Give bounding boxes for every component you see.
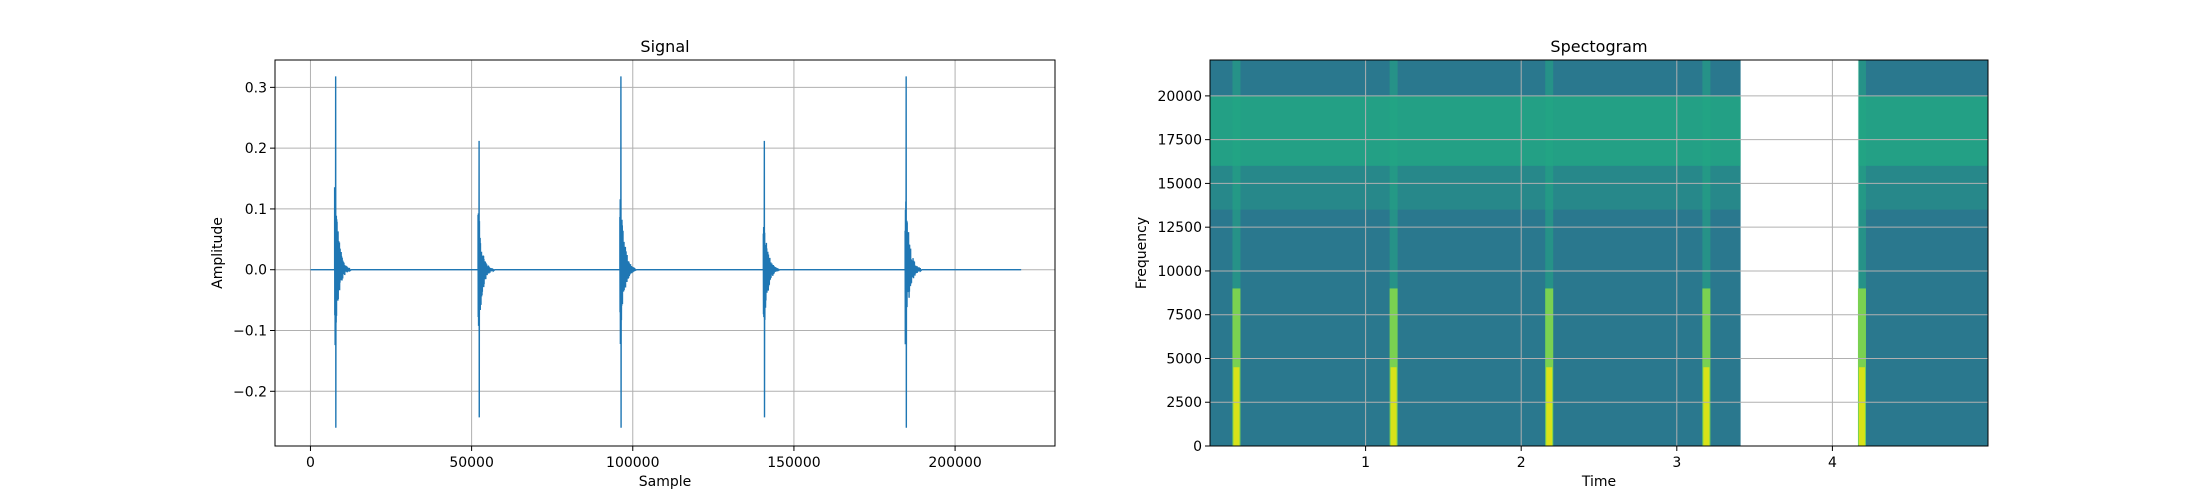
signal-x-label: Sample [639,474,692,490]
spectogram-y-ticks: 0 2500 5000 7500 10000 12500 15000 17500 20000 [1157,89,1210,455]
spectogram-upper-band [1210,95,1741,166]
spectogram-onset-column [1702,60,1711,446]
spectogram-y-tick-label: 0 [1193,439,1202,455]
signal-plot-frame [274,59,1056,447]
spectogram-x-tick-label: 2 [1517,455,1526,471]
signal-y-tick-label: 0.1 [245,202,267,218]
spectogram-axes: Spectogram 1 2 3 4 0 2500 5000 7500 10000 12500 1… [1134,37,1989,490]
spectogram-onset-column [1389,60,1398,446]
spectogram-x-tick-label: 1 [1361,455,1370,471]
spectogram-y-tick-label: 12500 [1157,220,1202,236]
spectogram-x-ticks: 1 2 3 4 [1361,446,1837,471]
spectogram-image [1210,60,1988,446]
spectogram-onset-peak [1233,367,1240,446]
spectogram-onset-column [1232,60,1241,446]
signal-axes: Signal 0 50000 100000 150000 200000 −0.2 −0.1… [210,37,1056,490]
spectogram-y-tick-label: 15000 [1157,176,1202,192]
signal-x-tick-label: 200000 [928,455,981,471]
spectogram-onset-peak [1703,367,1710,446]
spectogram-y-tick-label: 2500 [1166,395,1202,411]
spectogram-y-label: Frequency [1134,217,1150,289]
spectogram-upper-band [1858,95,1988,166]
spectogram-y-tick-label: 20000 [1157,89,1202,105]
spectogram-y-tick-label: 5000 [1166,351,1202,367]
signal-x-tick-label: 150000 [767,455,820,471]
spectogram-x-label: Time [1581,474,1616,490]
spectogram-title: Spectogram [1550,37,1647,56]
signal-y-tick-label: −0.1 [233,324,267,340]
spectogram-plot-frame [1209,59,1989,447]
signal-y-tick-label: −0.2 [233,384,267,400]
spectogram-onset-column [1545,60,1554,446]
spectogram-y-tick-label: 17500 [1157,133,1202,149]
signal-x-tick-label: 100000 [606,455,659,471]
spectogram-onset-column [1857,60,1866,446]
spectogram-mid-band [1210,165,1741,210]
signal-y-label: Amplitude [210,217,226,289]
signal-series-line [310,76,1022,428]
signal-x-tick-label: 50000 [449,455,494,471]
signal-y-tick-label: 0.2 [245,141,267,157]
signal-y-ticks: −0.2 −0.1 0.0 0.1 0.2 0.3 [233,80,275,400]
spectogram-grid [1210,60,1988,447]
spectogram-y-tick-label: 10000 [1157,264,1202,280]
spectogram-x-tick-label: 3 [1672,455,1681,471]
spectogram-mid-band [1858,165,1988,210]
signal-x-tick-label: 0 [306,455,315,471]
signal-y-tick-label: 0.3 [245,80,267,96]
signal-x-ticks: 0 50000 100000 150000 200000 [306,446,982,471]
signal-title: Signal [640,37,689,56]
spectogram-y-tick-label: 7500 [1166,308,1202,324]
spectogram-onset-peak [1858,367,1865,446]
spectogram-onset-peak [1390,367,1397,446]
signal-grid [275,60,1055,446]
spectogram-x-tick-label: 4 [1828,455,1837,471]
signal-y-tick-label: 0.0 [245,263,267,279]
spectogram-onset-peak [1546,367,1553,446]
